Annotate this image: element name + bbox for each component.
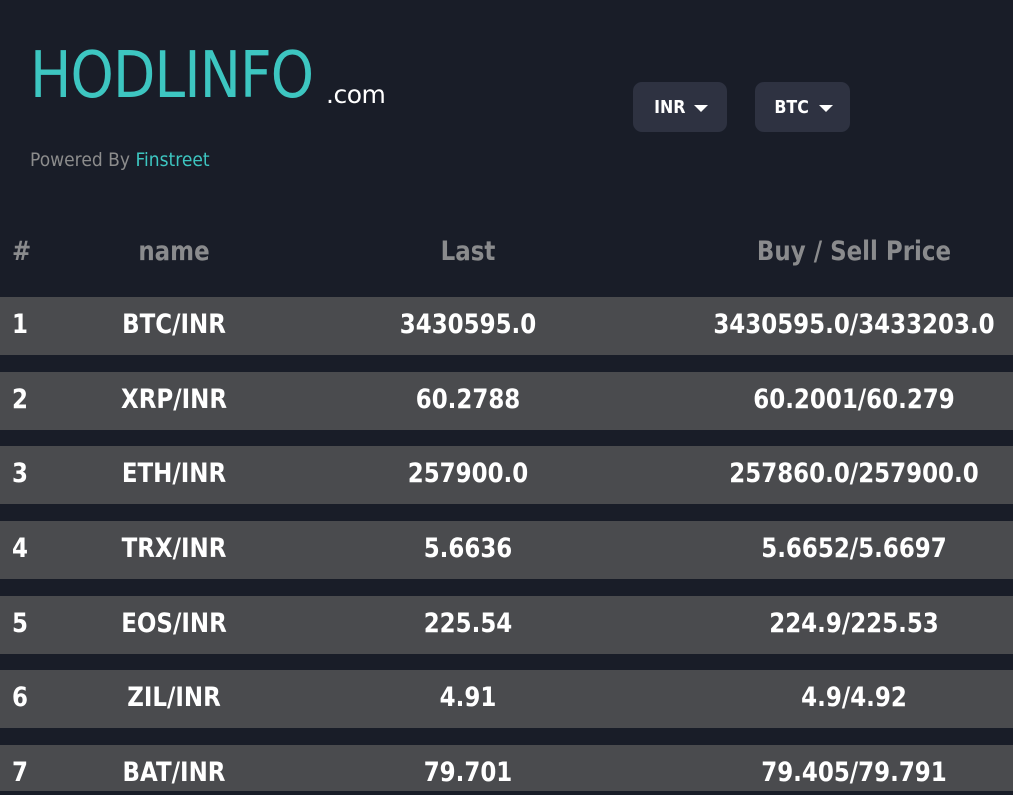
crypto-dropdown-label: BTC [774, 96, 810, 118]
row-name: BTC/INR [122, 309, 226, 340]
row-index: 2 [12, 384, 28, 415]
header: HODLINFO .com Powered By Finstreet INR B… [0, 0, 1013, 200]
row-index: 3 [12, 458, 28, 489]
row-name: EOS/INR [121, 608, 227, 639]
table-row: 3 ETH/INR 257900.0 257860.0/257900.0 [0, 446, 1013, 504]
row-name: ZIL/INR [127, 682, 221, 713]
row-last-price: 4.91 [439, 682, 497, 713]
row-index: 6 [12, 682, 28, 713]
row-last-price: 5.6636 [423, 533, 513, 564]
row-last-price: 3430595.0 [399, 309, 537, 340]
logo-domain-suffix: .com [326, 80, 386, 109]
row-buy-sell-price: 79.405/79.791 [761, 757, 947, 788]
column-header-index: # [12, 236, 32, 267]
row-buy-sell-price: 3430595.0/3433203.0 [713, 309, 995, 340]
row-name: ETH/INR [121, 458, 227, 489]
row-last-price: 60.2788 [415, 384, 521, 415]
row-index: 1 [12, 309, 28, 340]
table-row: 7 BAT/INR 79.701 79.405/79.791 [0, 745, 1013, 791]
column-header-last: Last [440, 236, 496, 267]
row-buy-sell-price: 4.9/4.92 [801, 682, 907, 713]
powered-by-brand-link[interactable]: Finstreet [135, 149, 210, 171]
logo[interactable]: HODLINFO .com [30, 39, 386, 113]
column-header-name: name [138, 236, 210, 267]
logo-text: HODLINFO [30, 39, 314, 113]
row-last-price: 225.54 [423, 608, 513, 639]
row-buy-sell-price: 257860.0/257900.0 [729, 458, 979, 489]
row-last-price: 257900.0 [407, 458, 529, 489]
row-index: 5 [12, 608, 28, 639]
currency-dropdown[interactable]: INR [633, 82, 727, 132]
caret-down-icon [694, 104, 709, 112]
row-buy-sell-price: 60.2001/60.279 [753, 384, 955, 415]
row-name: TRX/INR [121, 533, 227, 564]
table-row: 2 XRP/INR 60.2788 60.2001/60.279 [0, 372, 1013, 430]
table-row: 1 BTC/INR 3430595.0 3430595.0/3433203.0 [0, 297, 1013, 355]
powered-by: Powered By Finstreet [30, 149, 210, 171]
crypto-dropdown[interactable]: BTC [755, 82, 850, 132]
row-buy-sell-price: 5.6652/5.6697 [761, 533, 947, 564]
table-row: 5 EOS/INR 225.54 224.9/225.53 [0, 596, 1013, 654]
table-row: 6 ZIL/INR 4.91 4.9/4.92 [0, 670, 1013, 728]
row-name: XRP/INR [121, 384, 227, 415]
caret-down-icon [818, 104, 833, 112]
column-header-buy-sell: Buy / Sell Price [756, 236, 952, 267]
row-buy-sell-price: 224.9/225.53 [769, 608, 939, 639]
row-name: BAT/INR [122, 757, 226, 788]
currency-dropdown-label: INR [653, 96, 686, 118]
table-row: 4 TRX/INR 5.6636 5.6652/5.6697 [0, 521, 1013, 579]
powered-by-prefix: Powered By [30, 149, 130, 171]
row-index: 7 [12, 757, 28, 788]
row-last-price: 79.701 [423, 757, 513, 788]
table-header: # name Last Buy / Sell Price [0, 230, 1013, 274]
row-index: 4 [12, 533, 28, 564]
